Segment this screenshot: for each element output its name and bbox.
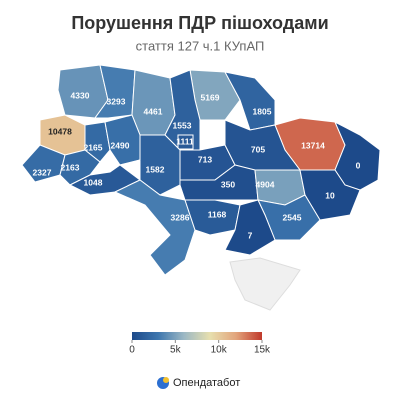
- region: [113, 179, 196, 276]
- region-label: 713: [198, 154, 212, 164]
- region-label: 705: [251, 144, 265, 154]
- region: [84, 121, 111, 163]
- legend: 0 5k 10k 15k: [129, 340, 271, 356]
- region-label: 1111: [176, 136, 194, 146]
- region-label: 1553: [173, 120, 192, 130]
- region-label: 2163: [61, 162, 80, 172]
- region-label: 1582: [146, 164, 165, 174]
- title: Порушення ПДР пішоходами: [71, 13, 328, 33]
- brand: Опендатабот: [173, 377, 240, 389]
- region-label: 2545: [283, 212, 302, 222]
- subtitle: стаття 127 ч.1 КУпАП: [136, 38, 265, 53]
- logo-dot: [163, 377, 169, 383]
- region-label: 13714: [301, 140, 325, 150]
- region-label: 10: [325, 190, 335, 200]
- region-label: 1805: [253, 106, 272, 116]
- region-label: 10478: [48, 126, 72, 136]
- region-label: 0: [356, 160, 361, 170]
- region-label: 350: [221, 179, 235, 189]
- region-label: 4330: [71, 90, 90, 100]
- region-label: 4904: [256, 179, 275, 189]
- region-label: 2165: [84, 142, 103, 152]
- region-label: 4461: [144, 106, 163, 116]
- region-label: 2490: [111, 140, 130, 150]
- region: [224, 199, 276, 256]
- region: [177, 134, 194, 150]
- region-label: 7: [248, 230, 253, 240]
- region-label: 3293: [107, 96, 126, 106]
- crimea: [229, 257, 301, 311]
- region: [68, 164, 141, 196]
- region: [131, 69, 176, 136]
- legend-bar: [132, 332, 262, 340]
- region-label: 2327: [33, 167, 52, 177]
- legend-tick-label: 10k: [211, 345, 228, 356]
- regions: 4330 3293 4461 5169 1553 1805 10478 2165 2490 111…: [21, 64, 381, 276]
- region-label: 5169: [201, 92, 220, 102]
- legend-tick-label: 5k: [170, 345, 182, 356]
- region-label: 1048: [84, 177, 103, 187]
- region-label: 1168: [208, 209, 227, 219]
- legend-tick-label: 15k: [254, 345, 271, 356]
- legend-tick-label: 0: [129, 345, 135, 356]
- region-label: 3286: [171, 212, 190, 222]
